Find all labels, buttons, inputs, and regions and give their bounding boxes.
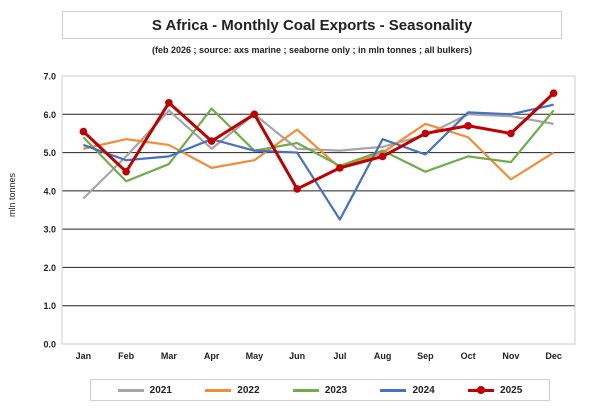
- data-point: [79, 127, 88, 136]
- data-point: [421, 129, 430, 138]
- chart-title: S Africa - Monthly Coal Exports - Season…: [62, 11, 562, 39]
- x-tick-label: Jun: [289, 351, 305, 361]
- legend: 2021 2022 2023 2024 2025: [90, 379, 550, 401]
- series-2022: [83, 122, 555, 181]
- chart-subtitle: (feb 2026 ; source: axs marine ; seaborn…: [151, 45, 473, 55]
- legend-marker: [477, 385, 486, 394]
- series-line-2025: [82, 92, 555, 191]
- legend-label: 2022: [237, 384, 260, 396]
- x-tick-label: Sep: [417, 351, 434, 361]
- x-tick-label: Apr: [204, 351, 220, 361]
- data-point: [207, 137, 216, 145]
- series-line-2023: [82, 107, 555, 183]
- x-tick-label: May: [246, 351, 264, 361]
- legend-swatch: [117, 388, 144, 392]
- x-tick-label: Oct: [461, 351, 476, 361]
- y-tick-label: 3.0: [43, 225, 56, 235]
- legend-swatch: [380, 388, 407, 392]
- data-point: [293, 185, 301, 193]
- y-tick-label: 1.0: [43, 301, 56, 311]
- y-tick-label: 0.0: [43, 340, 56, 350]
- legend-swatch: [205, 388, 232, 392]
- x-tick-label: Jul: [333, 351, 346, 361]
- legend-label: 2023: [324, 384, 348, 396]
- series-2024: [83, 103, 554, 221]
- plot-area-frame: [61, 75, 576, 345]
- legend-item-2021: 2021: [117, 384, 172, 396]
- data-point: [549, 89, 558, 98]
- legend-item-2025: 2025: [468, 385, 522, 396]
- data-point: [165, 99, 173, 107]
- data-point: [464, 121, 472, 130]
- y-tick-label: 7.0: [43, 72, 56, 82]
- x-tick-label: Nov: [502, 351, 519, 361]
- x-tick-label: Mar: [161, 351, 178, 361]
- x-tick-label: Aug: [374, 351, 392, 361]
- series-2023: [82, 107, 555, 183]
- x-tick-labels: Jan Feb Mar Apr May Jun Jul Aug Sep Oct Nov Dec: [76, 351, 562, 361]
- legend-item-2022: 2022: [205, 384, 260, 396]
- y-tick-label: 4.0: [43, 186, 56, 196]
- x-tick-label: Feb: [118, 351, 135, 361]
- legend-label: 2024: [412, 384, 435, 396]
- x-tick-label: Jan: [76, 351, 92, 361]
- data-point: [250, 110, 259, 119]
- legend-item-2023: 2023: [292, 384, 348, 396]
- series-2025: [79, 89, 558, 193]
- legend-swatch: [292, 388, 319, 392]
- y-tick-label: 6.0: [43, 110, 56, 120]
- x-tick-label: Dec: [545, 351, 562, 361]
- y-tick-label: 5.0: [43, 148, 56, 158]
- data-point: [507, 129, 515, 138]
- series-line-2022: [83, 122, 555, 181]
- legend-label: 2021: [149, 384, 172, 396]
- legend-swatch: [468, 385, 495, 394]
- series-line-2024: [83, 103, 554, 221]
- y-tick-label: 2.0: [43, 263, 56, 273]
- series-lines: [79, 89, 558, 221]
- data-point: [336, 164, 344, 172]
- y-tick-labels: 0.0 1.0 2.0 3.0 4.0 5.0 6.0 7.0: [43, 72, 56, 350]
- data-point: [378, 152, 387, 161]
- legend-label: 2025: [500, 384, 523, 396]
- legend-item-2024: 2024: [380, 384, 435, 396]
- data-point: [122, 167, 130, 176]
